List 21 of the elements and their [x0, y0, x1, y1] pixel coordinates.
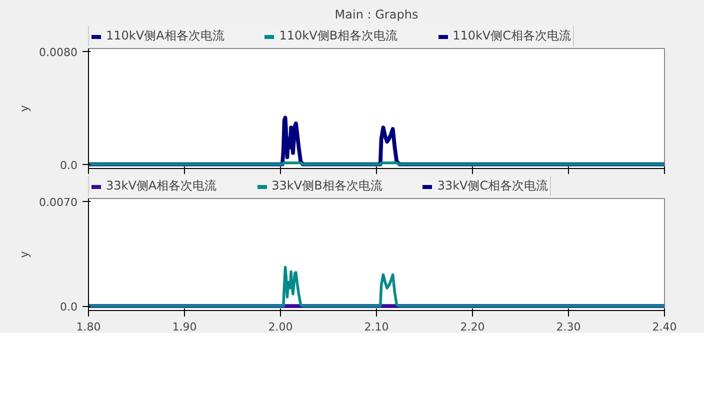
- line-series: [88, 266, 664, 308]
- x-tick-label: 2.40: [652, 320, 677, 334]
- y-axis-title: y: [17, 106, 32, 112]
- x-tick-label: 1.80: [76, 320, 101, 334]
- legend-label: 110kV侧A相各次电流: [106, 28, 224, 44]
- x-tick-label: 2.30: [556, 320, 581, 334]
- x-tick-label: 2.00: [268, 320, 293, 334]
- legend-label: 33kV侧A相各次电流: [106, 178, 217, 194]
- y-tick-label: 0.0: [60, 300, 78, 314]
- x-tick-label: 2.20: [460, 320, 485, 334]
- x-tick-label: 1.90: [172, 320, 197, 334]
- chart-title: Main : Graphs: [334, 8, 418, 22]
- y-tick-label: 0.0: [60, 158, 78, 172]
- legend-label: 110kV侧B相各次电流: [279, 28, 398, 44]
- y-axis-title: y: [17, 252, 32, 258]
- legend-label: 33kV侧C相各次电流: [437, 178, 548, 194]
- y-tick-label: 0.0070: [39, 196, 78, 209]
- legend-label: 110kV侧C相各次电流: [452, 28, 572, 44]
- legend-label: 33kV侧B相各次电流: [272, 178, 382, 194]
- x-tick-label: 2.10: [364, 320, 389, 334]
- y-tick-label: 0.0080: [39, 46, 78, 59]
